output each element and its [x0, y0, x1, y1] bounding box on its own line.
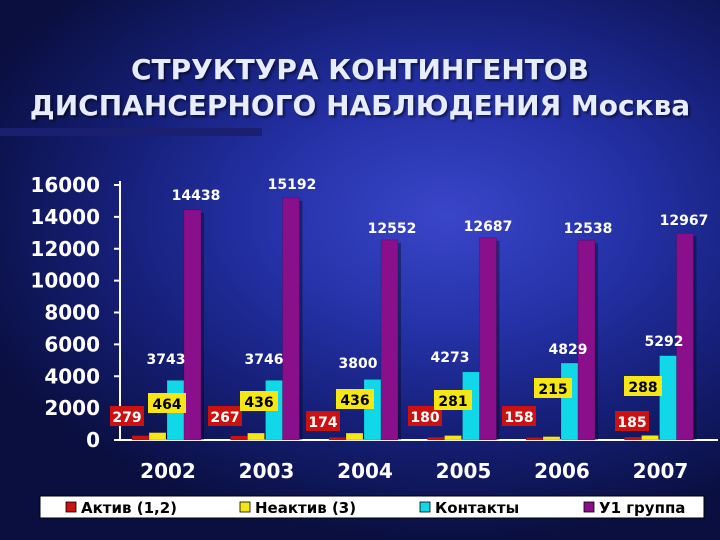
data-label-neaktiv: 215	[538, 382, 567, 398]
data-label-neaktiv-box	[434, 390, 472, 410]
data-label-u1-gruppa: 15192	[268, 177, 317, 193]
legend-label: У1 группа	[599, 499, 685, 517]
x-category-label: 2004	[337, 459, 393, 483]
data-label-u1-gruppa: 14438	[172, 188, 221, 204]
data-label-neaktiv: 288	[628, 380, 657, 396]
data-label-activ: 279	[112, 410, 141, 426]
title-line-2: ДИСПАНСЕРНОГО НАБЛЮДЕНИЯ Москва	[29, 89, 691, 122]
title-line-1: СТРУКТУРА КОНТИНГЕНТОВ	[130, 53, 589, 86]
data-label-activ-box	[306, 411, 340, 431]
data-label-neaktiv: 436	[340, 393, 369, 409]
data-label-activ: 174	[308, 415, 337, 431]
y-tick-label: 4000	[44, 364, 100, 388]
y-tick-label: 2000	[44, 396, 100, 420]
y-tick-label: 16000	[30, 173, 100, 197]
data-label-neaktiv-box	[148, 393, 186, 413]
bar-неактив-3--2003	[247, 432, 265, 441]
data-label-u1-gruppa: 12687	[464, 219, 513, 235]
y-tick-label: 12000	[30, 237, 100, 261]
bar-у1-группа-2003	[282, 197, 300, 441]
legend-box	[39, 495, 705, 519]
y-tick-label: 14000	[30, 205, 100, 229]
bar-shadow	[398, 242, 401, 440]
legend-label: Неактив (3)	[255, 499, 356, 517]
x-category-label: 2003	[239, 459, 295, 483]
data-label-activ-box	[408, 406, 442, 426]
data-label-kontakty: 4829	[549, 342, 588, 358]
x-category-label: 2006	[534, 459, 590, 483]
bar-контакты-2004	[363, 379, 382, 441]
bar-контакты-2007	[659, 355, 677, 441]
data-label-kontakty: 3746	[245, 352, 284, 368]
legend-swatch	[65, 501, 77, 513]
data-label-kontakty: 3800	[339, 356, 378, 372]
chart-title: СТРУКТУРА КОНТИНГЕНТОВ ДИСПАНСЕРНОГО НАБ…	[0, 52, 720, 124]
bar-неактив-3--2004	[345, 432, 364, 441]
bar-у1-группа-2007	[676, 233, 694, 441]
bar-у1-группа-2004	[380, 239, 399, 441]
title-underline-bar	[0, 128, 262, 136]
bar-у1-группа-2006	[577, 239, 596, 441]
data-label-neaktiv: 464	[152, 397, 181, 413]
bar-актив-1-2--2004	[328, 436, 347, 441]
y-tick-label: 10000	[30, 269, 100, 293]
legend-swatch	[419, 501, 431, 513]
bar-актив-1-2--2002	[131, 435, 150, 441]
bar-shadow	[201, 212, 204, 440]
bar-shadow	[496, 240, 500, 440]
y-tick-label: 8000	[44, 301, 100, 325]
bar-актив-1-2--2006	[525, 437, 544, 441]
legend-swatch	[583, 501, 595, 513]
data-label-neaktiv: 281	[438, 394, 467, 410]
data-label-u1-gruppa: 12552	[368, 221, 417, 237]
data-label-kontakty: 4273	[431, 350, 470, 366]
data-label-activ-box	[615, 411, 649, 431]
bar-у1-группа-2005	[479, 237, 497, 441]
legend-label: Контакты	[435, 499, 519, 517]
data-label-activ: 267	[210, 410, 239, 426]
bar-неактив-3--2006	[542, 436, 561, 441]
data-label-u1-gruppa: 12967	[660, 213, 709, 229]
bar-актив-1-2--2007	[624, 436, 642, 441]
bar-актив-1-2--2005	[427, 436, 445, 441]
data-label-activ: 185	[617, 415, 646, 431]
data-label-neaktiv-box	[534, 378, 572, 398]
data-label-kontakty: 5292	[645, 334, 684, 350]
y-tick-label: 0	[86, 428, 100, 452]
y-tick-label: 6000	[44, 332, 100, 356]
legend-label: Актив (1,2)	[81, 499, 177, 517]
x-category-label: 2002	[140, 459, 196, 483]
bar-актив-1-2--2003	[230, 435, 248, 441]
data-label-u1-gruppa: 12538	[564, 221, 613, 237]
data-label-kontakty: 3743	[147, 352, 186, 368]
bar-shadow	[693, 236, 697, 440]
bar-у1-группа-2002	[183, 209, 202, 441]
bar-shadow	[595, 243, 598, 440]
bar-неактив-3--2005	[444, 435, 462, 441]
legend-swatch	[239, 501, 251, 513]
data-label-activ-box	[110, 406, 144, 426]
bar-неактив-3--2007	[641, 435, 659, 441]
x-category-label: 2005	[436, 459, 492, 483]
data-label-activ-box	[502, 406, 536, 426]
data-label-neaktiv-box	[336, 389, 374, 409]
bar-shadow	[299, 200, 303, 440]
data-label-activ: 180	[410, 410, 439, 426]
data-label-activ-box	[208, 406, 242, 426]
x-category-label: 2007	[633, 459, 689, 483]
data-label-neaktiv-box	[240, 391, 278, 411]
data-label-activ: 158	[504, 410, 533, 426]
bar-контакты-2006	[560, 362, 579, 441]
data-label-neaktiv: 436	[244, 395, 273, 411]
data-label-neaktiv-box	[624, 376, 662, 396]
bar-неактив-3--2002	[148, 432, 167, 441]
